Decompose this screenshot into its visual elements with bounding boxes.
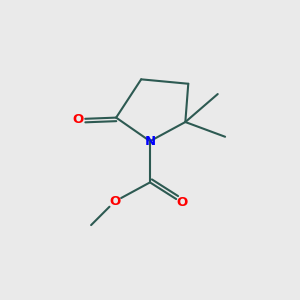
Text: O: O: [72, 112, 83, 126]
Text: N: N: [144, 135, 156, 148]
Text: O: O: [177, 196, 188, 209]
Text: O: O: [109, 195, 120, 208]
